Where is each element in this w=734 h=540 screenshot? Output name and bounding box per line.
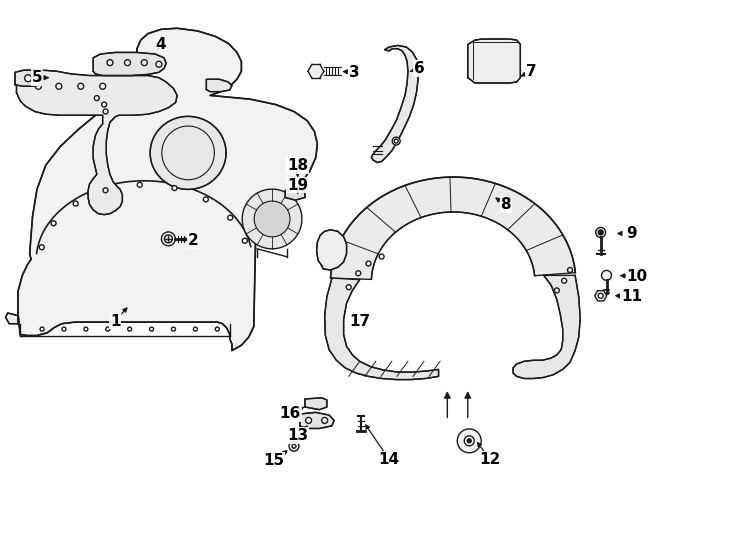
Circle shape: [567, 267, 573, 273]
Text: 9: 9: [626, 226, 636, 241]
Circle shape: [95, 96, 99, 100]
Polygon shape: [330, 177, 575, 279]
Circle shape: [562, 278, 567, 284]
Circle shape: [602, 271, 611, 280]
Circle shape: [137, 183, 142, 187]
Circle shape: [25, 75, 32, 82]
Circle shape: [289, 441, 299, 451]
Circle shape: [215, 327, 219, 331]
Text: 19: 19: [287, 178, 308, 193]
Circle shape: [40, 245, 44, 249]
Circle shape: [598, 230, 603, 235]
Polygon shape: [308, 64, 324, 78]
Circle shape: [346, 285, 352, 289]
Circle shape: [150, 327, 153, 331]
Text: 12: 12: [479, 451, 501, 467]
Circle shape: [125, 59, 131, 66]
Text: 14: 14: [378, 451, 399, 467]
Polygon shape: [242, 189, 302, 249]
Text: 2: 2: [188, 233, 199, 248]
Circle shape: [84, 327, 88, 331]
Text: 1: 1: [110, 314, 120, 328]
Circle shape: [394, 139, 399, 143]
Text: 3: 3: [349, 65, 359, 80]
Circle shape: [228, 215, 233, 220]
Circle shape: [379, 254, 384, 259]
Circle shape: [468, 439, 471, 443]
Circle shape: [103, 188, 108, 193]
Circle shape: [161, 232, 175, 246]
Polygon shape: [316, 230, 346, 270]
Circle shape: [356, 271, 360, 276]
Circle shape: [292, 444, 296, 448]
Text: 16: 16: [280, 407, 301, 422]
Circle shape: [62, 327, 66, 331]
Circle shape: [107, 59, 113, 66]
Text: 11: 11: [621, 289, 642, 305]
Polygon shape: [286, 188, 305, 200]
Circle shape: [366, 261, 371, 266]
Circle shape: [457, 429, 482, 453]
Text: 5: 5: [32, 70, 43, 85]
Polygon shape: [16, 70, 177, 215]
Circle shape: [73, 201, 78, 206]
Circle shape: [203, 197, 208, 202]
Circle shape: [40, 327, 44, 331]
Polygon shape: [299, 413, 334, 428]
Text: 8: 8: [501, 197, 511, 212]
Text: 17: 17: [349, 314, 370, 328]
Polygon shape: [371, 45, 418, 163]
Circle shape: [56, 83, 62, 89]
Circle shape: [103, 109, 108, 114]
Circle shape: [156, 61, 162, 67]
Circle shape: [596, 227, 606, 238]
Polygon shape: [93, 52, 166, 76]
Polygon shape: [513, 275, 580, 379]
Circle shape: [305, 417, 311, 423]
Circle shape: [465, 436, 474, 446]
Circle shape: [321, 417, 327, 423]
Text: 4: 4: [156, 37, 167, 52]
Text: 13: 13: [287, 428, 308, 443]
Text: 6: 6: [414, 61, 425, 76]
Polygon shape: [305, 398, 327, 410]
Circle shape: [554, 288, 559, 293]
Circle shape: [128, 327, 131, 331]
Text: 15: 15: [263, 453, 284, 468]
Circle shape: [193, 327, 197, 331]
Circle shape: [598, 293, 603, 298]
Circle shape: [172, 186, 177, 191]
Circle shape: [392, 137, 400, 145]
Circle shape: [164, 235, 172, 243]
Polygon shape: [15, 70, 42, 86]
Circle shape: [101, 102, 106, 107]
Text: 18: 18: [287, 158, 308, 173]
Polygon shape: [6, 313, 18, 323]
Circle shape: [78, 83, 84, 89]
Circle shape: [142, 59, 148, 66]
Circle shape: [106, 327, 110, 331]
Circle shape: [242, 238, 247, 243]
Circle shape: [35, 83, 41, 89]
Polygon shape: [206, 79, 232, 92]
Polygon shape: [18, 28, 317, 350]
Text: 7: 7: [526, 64, 537, 79]
Polygon shape: [150, 116, 226, 190]
Polygon shape: [324, 278, 438, 380]
Circle shape: [51, 221, 56, 226]
Polygon shape: [468, 39, 520, 83]
Circle shape: [172, 327, 175, 331]
Text: 10: 10: [627, 269, 647, 284]
Polygon shape: [254, 201, 290, 237]
Circle shape: [100, 83, 106, 89]
Polygon shape: [595, 291, 606, 301]
